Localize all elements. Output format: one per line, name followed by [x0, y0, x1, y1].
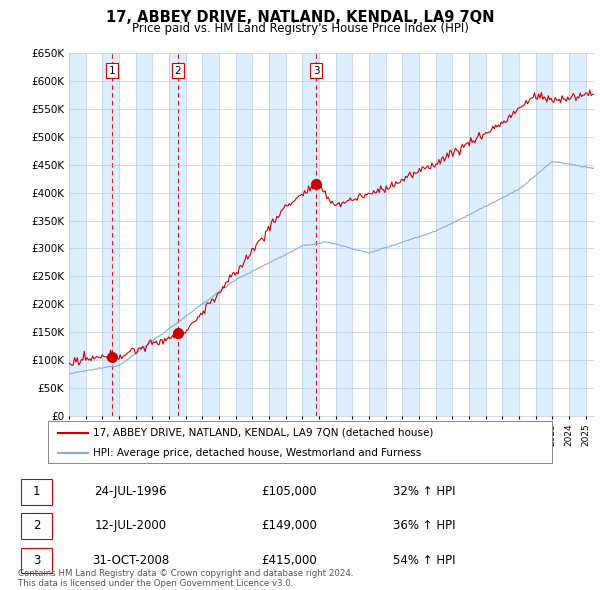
- Text: 31-OCT-2008: 31-OCT-2008: [92, 553, 169, 566]
- Bar: [236, 53, 253, 416]
- Text: Price paid vs. HM Land Registry's House Price Index (HPI): Price paid vs. HM Land Registry's House …: [131, 22, 469, 35]
- Text: 1: 1: [33, 485, 40, 498]
- Bar: [569, 53, 586, 416]
- Text: 2: 2: [175, 66, 181, 76]
- Text: 2: 2: [33, 519, 40, 532]
- Bar: [202, 53, 219, 416]
- Text: 36% ↑ HPI: 36% ↑ HPI: [393, 519, 455, 532]
- FancyBboxPatch shape: [21, 479, 52, 505]
- Text: 17, ABBEY DRIVE, NATLAND, KENDAL, LA9 7QN (detached house): 17, ABBEY DRIVE, NATLAND, KENDAL, LA9 7Q…: [94, 428, 434, 438]
- FancyBboxPatch shape: [21, 513, 52, 539]
- Text: £415,000: £415,000: [261, 553, 317, 566]
- Text: 24-JUL-1996: 24-JUL-1996: [95, 485, 167, 498]
- Text: 32% ↑ HPI: 32% ↑ HPI: [393, 485, 455, 498]
- Bar: [335, 53, 352, 416]
- Bar: [169, 53, 185, 416]
- Text: 54% ↑ HPI: 54% ↑ HPI: [393, 553, 455, 566]
- Bar: [103, 53, 119, 416]
- Text: £105,000: £105,000: [261, 485, 317, 498]
- Text: £149,000: £149,000: [261, 519, 317, 532]
- Bar: [403, 53, 419, 416]
- Bar: [369, 53, 386, 416]
- Bar: [436, 53, 452, 416]
- Bar: [269, 53, 286, 416]
- Bar: [502, 53, 519, 416]
- Text: 12-JUL-2000: 12-JUL-2000: [95, 519, 167, 532]
- Text: HPI: Average price, detached house, Westmorland and Furness: HPI: Average price, detached house, West…: [94, 448, 422, 457]
- Text: 17, ABBEY DRIVE, NATLAND, KENDAL, LA9 7QN: 17, ABBEY DRIVE, NATLAND, KENDAL, LA9 7Q…: [106, 10, 494, 25]
- Bar: [136, 53, 152, 416]
- Text: 3: 3: [33, 553, 40, 566]
- FancyBboxPatch shape: [21, 548, 52, 573]
- Bar: [469, 53, 485, 416]
- Bar: [302, 53, 319, 416]
- Bar: [536, 53, 553, 416]
- Text: Contains HM Land Registry data © Crown copyright and database right 2024.
This d: Contains HM Land Registry data © Crown c…: [18, 569, 353, 588]
- Text: 1: 1: [109, 66, 115, 76]
- Bar: [69, 53, 86, 416]
- Text: 3: 3: [313, 66, 319, 76]
